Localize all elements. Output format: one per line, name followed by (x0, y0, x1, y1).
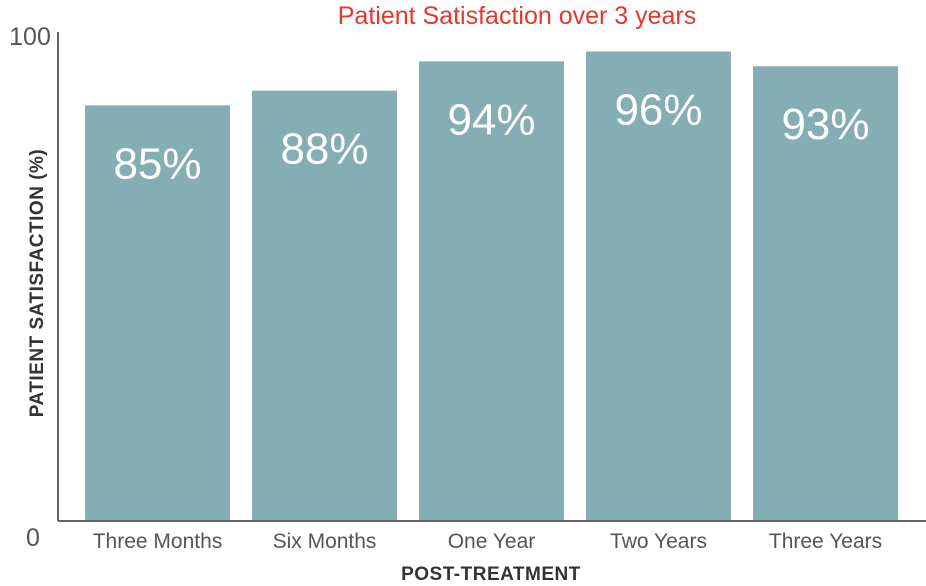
bar-4 (753, 66, 898, 521)
bar-value-label-4: 93% (781, 100, 869, 149)
bar-1 (252, 90, 397, 522)
category-label-0: Three Months (93, 530, 223, 553)
bar-value-label-3: 96% (614, 86, 702, 135)
category-label-3: Two Years (610, 530, 707, 553)
category-labels-group: Three Months Six Months One Year Two Years T… (93, 530, 882, 553)
bar-value-label-1: 88% (280, 125, 368, 174)
bar-value-label-2: 94% (447, 95, 535, 144)
x-axis-label: POST-TREATMENT (401, 564, 581, 585)
category-label-2: One Year (448, 530, 536, 553)
y-tick-label-0: 0 (26, 524, 40, 552)
y-ticks-group: 0 100 (9, 23, 51, 552)
category-label-4: Three Years (769, 530, 882, 553)
bar-2 (419, 61, 564, 522)
category-label-1: Six Months (273, 530, 377, 553)
bar-3 (586, 51, 731, 522)
bar-value-label-0: 85% (113, 139, 201, 188)
y-tick-label-1: 100 (9, 23, 51, 51)
bar-0 (85, 105, 230, 521)
chart-title: Patient Satisfaction over 3 years (338, 2, 697, 30)
y-axis-label: PATIENT SATISFACTION (%) (27, 149, 48, 418)
bars-group: 85% 88% 94% 96% 93% (85, 51, 898, 522)
